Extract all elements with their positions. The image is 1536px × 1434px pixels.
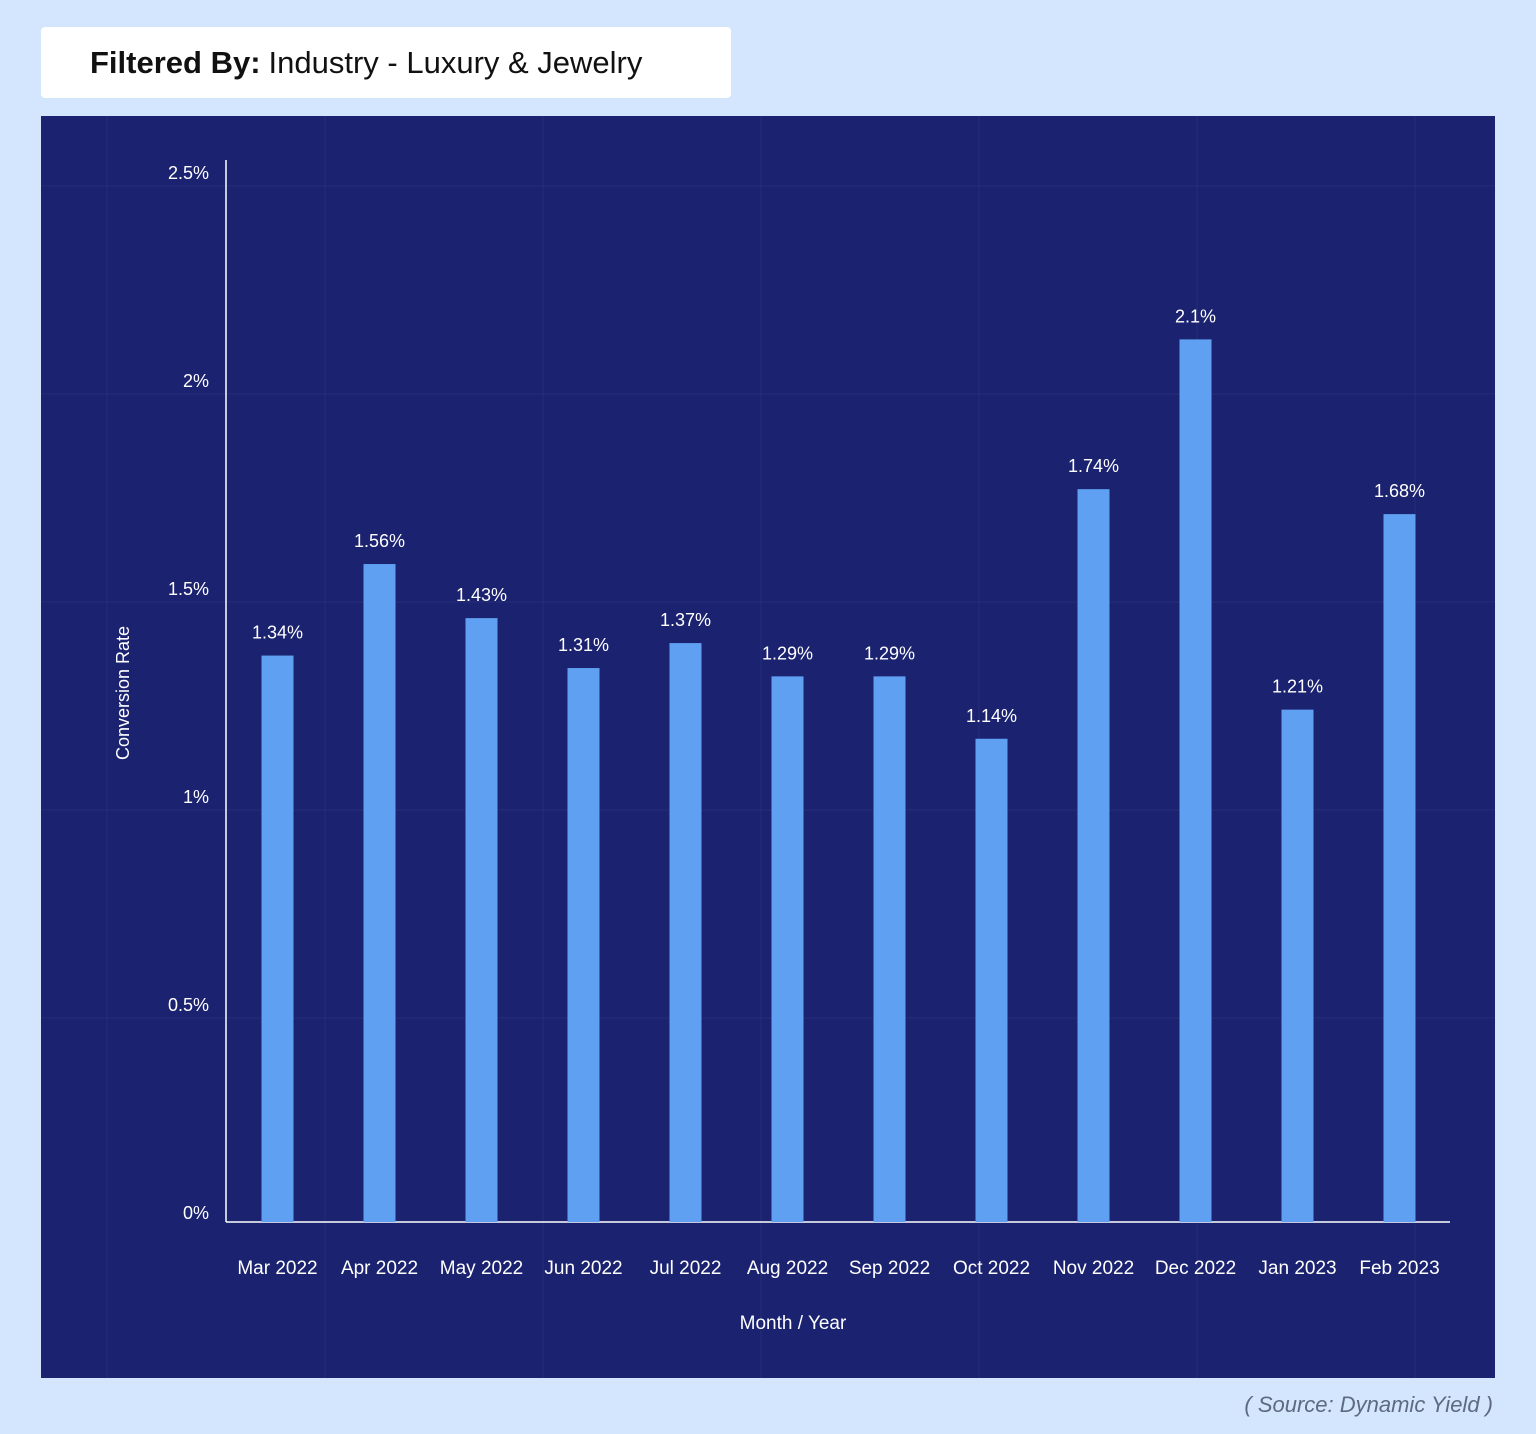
bar-value-label: 1.21% bbox=[1272, 677, 1323, 697]
x-axis-title: Month / Year bbox=[740, 1313, 847, 1334]
bar bbox=[873, 676, 906, 1222]
x-tick-label: Sep 2022 bbox=[849, 1258, 930, 1279]
x-tick-label: Jun 2022 bbox=[544, 1258, 622, 1279]
bar-chart: 0% 0.5% 1% 1.5% 2% 2.5% 1.34% Mar 2022 1.56% Apr … bbox=[41, 116, 1495, 1378]
bar bbox=[261, 655, 294, 1222]
filter-label: Filtered By: bbox=[90, 44, 261, 80]
y-tick-label: 1.5% bbox=[168, 579, 209, 599]
x-tick-label: Jan 2023 bbox=[1258, 1258, 1336, 1279]
grid-layer bbox=[41, 116, 1495, 1378]
bar-layer bbox=[261, 339, 1416, 1222]
bar-value-label: 1.37% bbox=[660, 610, 711, 630]
y-tick-label: 2% bbox=[183, 371, 209, 391]
bar bbox=[1281, 709, 1314, 1222]
filter-box: Filtered By: Industry - Luxury & Jewelry bbox=[41, 27, 731, 98]
axis-layer bbox=[225, 160, 1450, 1223]
y-tick-label: 0% bbox=[183, 1203, 209, 1223]
x-tick-label: Jul 2022 bbox=[650, 1258, 722, 1279]
y-tick-label: 0.5% bbox=[168, 995, 209, 1015]
x-tick-label: Feb 2023 bbox=[1359, 1258, 1439, 1279]
bar bbox=[975, 738, 1008, 1222]
x-tick-label: Mar 2022 bbox=[237, 1258, 317, 1279]
bar-value-label: 1.74% bbox=[1068, 456, 1119, 476]
bar bbox=[1179, 339, 1212, 1222]
bar-value-label: 1.34% bbox=[252, 623, 303, 643]
x-tick-label: May 2022 bbox=[440, 1258, 523, 1279]
bar bbox=[567, 668, 600, 1222]
x-tick-label: Nov 2022 bbox=[1053, 1258, 1134, 1279]
label-layer: 0% 0.5% 1% 1.5% 2% 2.5% 1.34% Mar 2022 1.56% Apr … bbox=[168, 163, 1440, 1279]
bar-value-label: 1.56% bbox=[354, 531, 405, 551]
x-tick-label: Dec 2022 bbox=[1155, 1258, 1236, 1279]
bar-value-label: 1.29% bbox=[864, 643, 915, 663]
bar bbox=[771, 676, 804, 1222]
x-tick-label: Apr 2022 bbox=[341, 1258, 418, 1279]
bar-value-label: 1.68% bbox=[1374, 481, 1425, 501]
chart-panel: 0% 0.5% 1% 1.5% 2% 2.5% 1.34% Mar 2022 1.56% Apr … bbox=[41, 116, 1495, 1378]
x-tick-label: Aug 2022 bbox=[747, 1258, 828, 1279]
y-axis-title: Conversion Rate bbox=[113, 626, 133, 760]
bar bbox=[669, 643, 702, 1222]
bar-value-label: 1.29% bbox=[762, 643, 813, 663]
source-note: ( Source: Dynamic Yield ) bbox=[1244, 1392, 1493, 1417]
bar-value-label: 1.43% bbox=[456, 585, 507, 605]
bar-value-label: 1.31% bbox=[558, 635, 609, 655]
x-tick-label: Oct 2022 bbox=[953, 1258, 1030, 1279]
y-tick-label: 2.5% bbox=[168, 163, 209, 183]
bar bbox=[363, 564, 396, 1222]
y-tick-label: 1% bbox=[183, 787, 209, 807]
bar bbox=[465, 618, 498, 1222]
bar bbox=[1383, 514, 1416, 1222]
filter-value: Industry - Luxury & Jewelry bbox=[268, 44, 643, 80]
bar bbox=[1077, 489, 1110, 1222]
bar-value-label: 2.1% bbox=[1175, 306, 1216, 326]
bar-value-label: 1.14% bbox=[966, 706, 1017, 726]
